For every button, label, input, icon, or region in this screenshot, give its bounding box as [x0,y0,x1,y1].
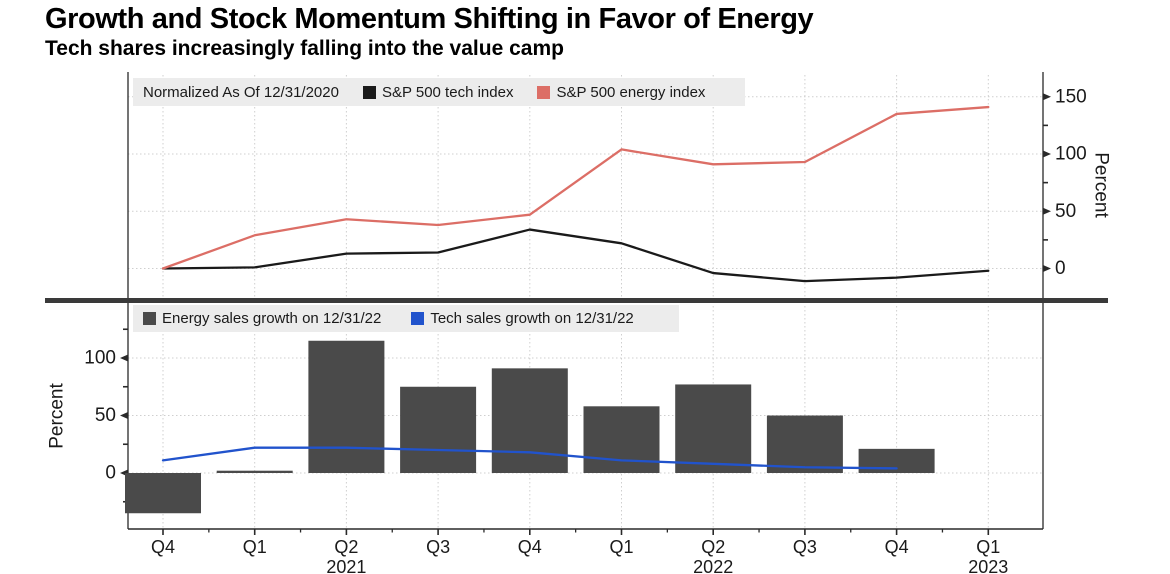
y-tick-label: 50 [95,405,116,426]
energy-sales-bar [583,406,660,473]
energy-sales-bar [675,384,752,473]
bottom-chart-legend: Energy sales growth on 12/31/22 Tech sal… [133,305,679,332]
page-title: Growth and Stock Momentum Shifting in Fa… [45,3,814,35]
x-year-label: 2023 [968,557,1008,574]
y-tick-label: 0 [105,463,116,484]
x-tick-label: Q1 [609,537,633,557]
x-tick-label: Q4 [518,537,542,557]
x-tick-label: Q1 [976,537,1000,557]
tech-index-legend-swatch-icon [362,85,376,99]
tech-index-legend-label: S&P 500 tech index [381,83,514,101]
s-p-500-energy-index-line [161,105,990,270]
energy-index-legend-swatch-icon [537,85,551,99]
sales-growth-chart: 0 50 100 Percent Q4 Q1 Q2 Q3 Q4 Q1 Q2 Q3 Q4 Q1 2021 202… [47,303,1044,574]
energy-sales-bar [400,386,477,473]
y-tick-label: 100 [84,348,116,369]
y-axis-title: Percent [1091,152,1112,218]
energy-sales-bar [766,415,843,473]
energy-sales-legend-label: Energy sales growth on 12/31/22 [162,310,382,327]
tech-sales-legend-label: Tech sales growth on 12/31/22 [430,310,634,327]
y-tick [1043,207,1051,215]
y-tick [120,354,128,362]
energy-sales-bar [216,470,293,473]
y-axis-title: Percent [47,383,68,449]
energy-index-legend-label: S&P 500 energy index [556,83,706,101]
y-tick [120,412,128,419]
s-p-500-tech-index-line [161,228,990,283]
x-year-label: 2022 [693,557,733,574]
energy-sales-bar [125,473,201,514]
tech-sales-growth-on-12-31-22-line [161,446,898,470]
panel-separator [45,298,1108,303]
x-tick-label: Q3 [793,537,817,557]
y-tick [1043,150,1051,158]
tech-sales-legend-swatch-icon [411,312,425,325]
energy-sales-legend-swatch-icon [143,312,156,325]
x-tick-label: Q3 [426,537,450,557]
energy-sales-bar [491,368,568,473]
legend-item-energy-sales: Energy sales growth on 12/31/22 [143,310,381,327]
x-tick-label: Q4 [885,537,909,557]
legend-item-energy-index: S&P 500 energy index [537,84,705,101]
normalization-note: Normalized As Of 12/31/2020 [143,83,339,101]
y-tick [1043,93,1051,101]
x-tick-label: Q2 [701,537,725,557]
y-tick-label: 50 [1055,201,1076,222]
y-tick-label: 100 [1055,144,1087,165]
legend-item-tech-index: S&P 500 tech index [362,83,514,101]
y-tick-label: 150 [1055,86,1087,107]
x-tick-label: Q2 [334,537,358,557]
legend-item-tech-sales: Tech sales growth on 12/31/22 [411,310,634,327]
x-year-label: 2021 [326,557,366,574]
top-chart-legend: Normalized As Of 12/31/2020 S&P 500 tech… [133,78,745,106]
energy-sales-bar [308,340,385,473]
page-subtitle: Tech shares increasingly falling into th… [45,37,564,60]
x-tick-label: Q1 [243,537,267,557]
x-tick-label: Q4 [151,537,175,557]
y-tick [1043,265,1051,272]
y-tick-label: 0 [1055,258,1066,279]
